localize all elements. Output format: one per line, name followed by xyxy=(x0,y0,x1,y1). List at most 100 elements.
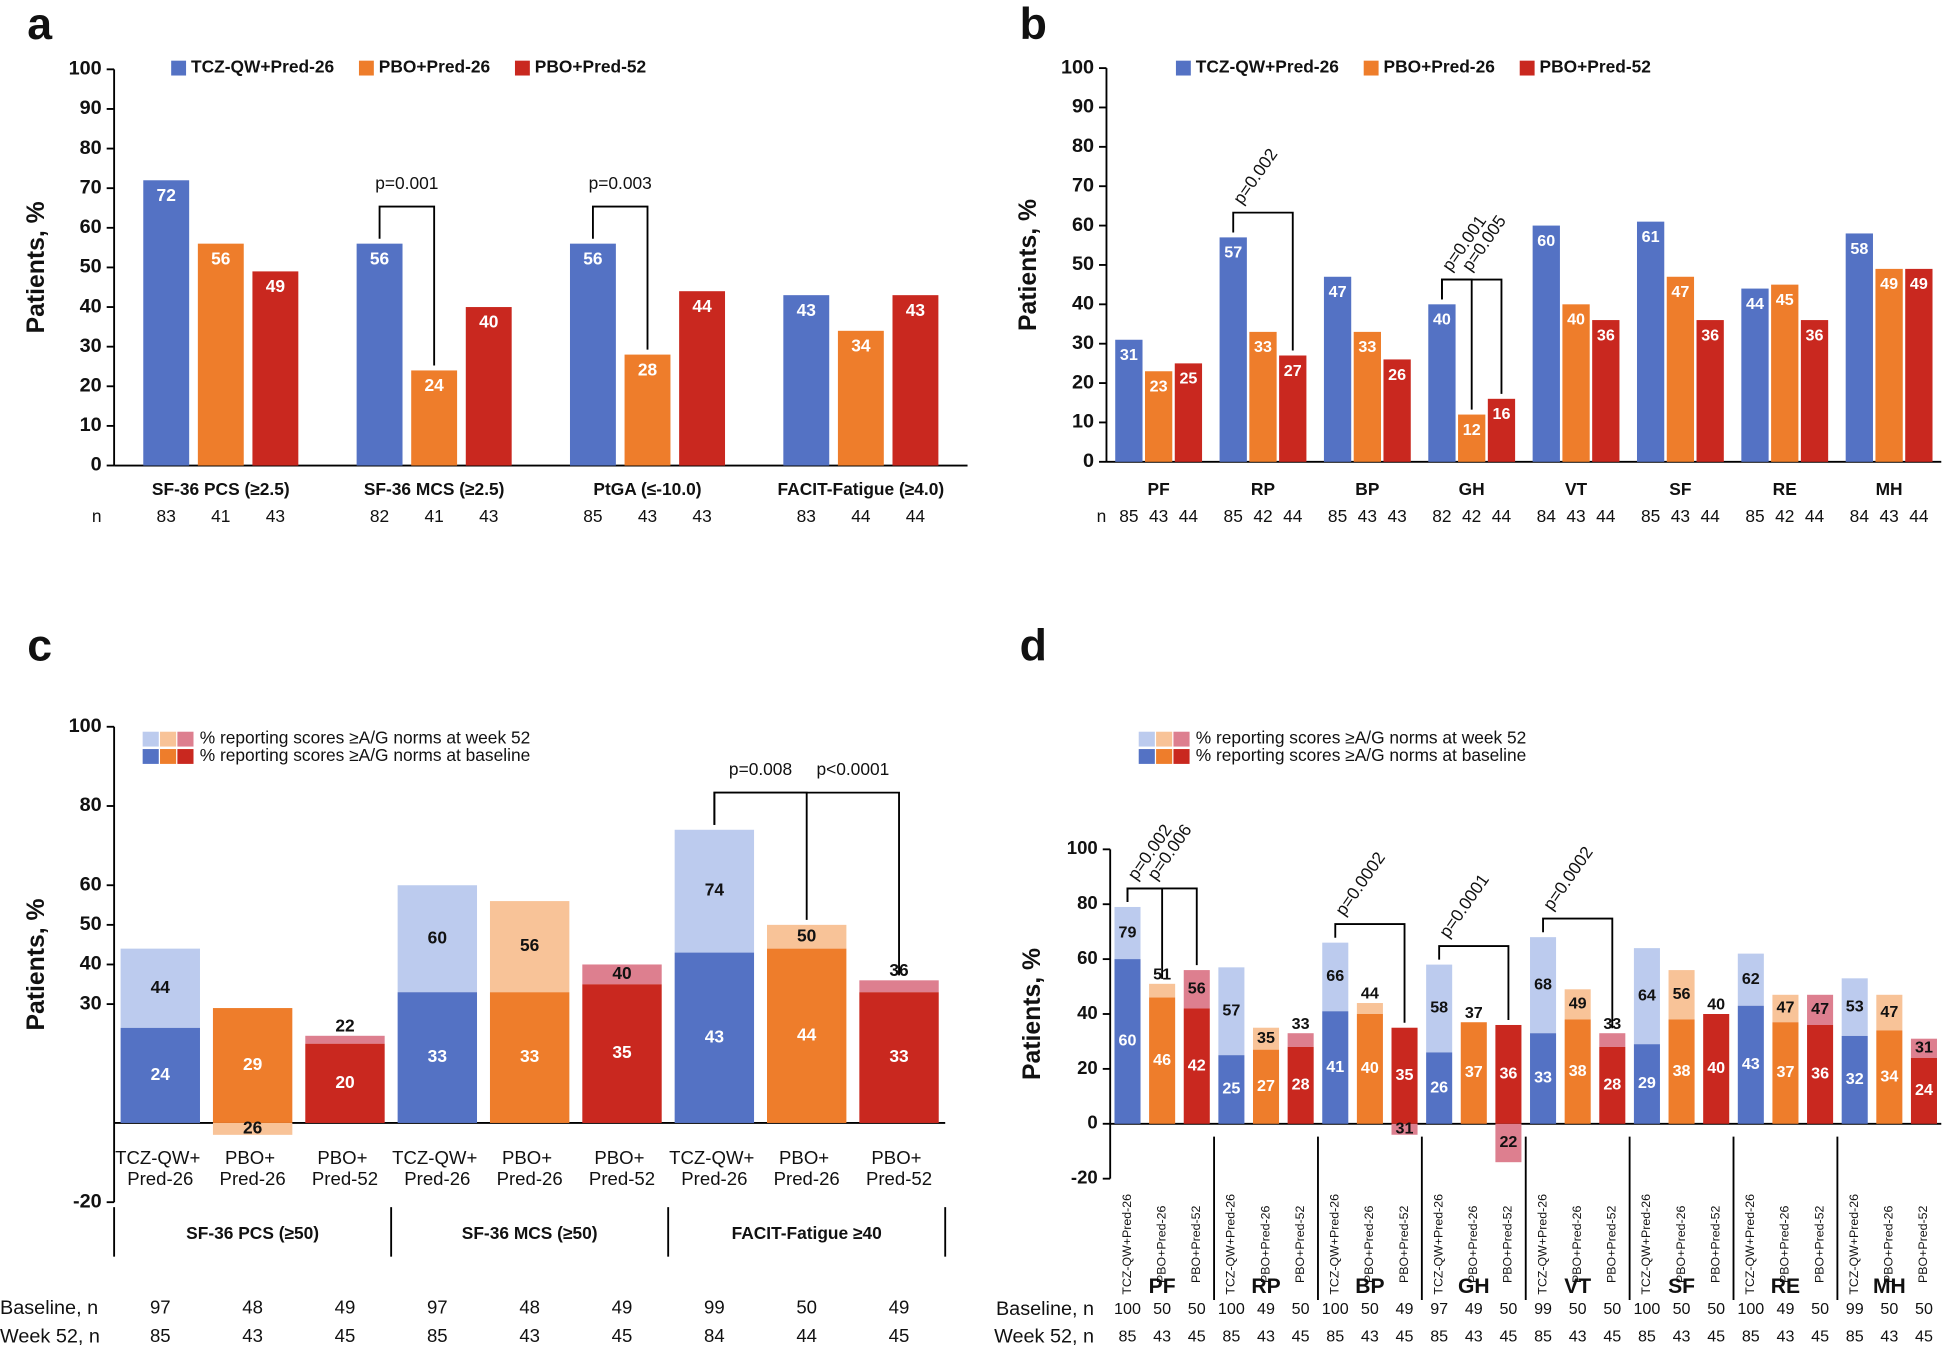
bar xyxy=(1636,221,1665,462)
week52-label: 22 xyxy=(1499,1133,1517,1151)
n-value: 43 xyxy=(1361,1327,1379,1345)
value-label: 56 xyxy=(370,248,390,268)
n-value: 97 xyxy=(427,1297,448,1318)
legend-swatch xyxy=(177,731,194,747)
value-label: 47 xyxy=(1671,283,1689,301)
legend-swatch xyxy=(1173,749,1190,764)
baseline-bar xyxy=(397,992,478,1123)
baseline-bar xyxy=(1703,1014,1730,1124)
value-label: 16 xyxy=(1492,405,1510,423)
p-bracket xyxy=(1440,278,1503,394)
baseline-label: 37 xyxy=(1465,1063,1483,1081)
n-value: 43 xyxy=(1671,506,1690,526)
p-bracket xyxy=(1542,917,1614,1029)
bar xyxy=(1741,288,1769,462)
y-tick-label: 100 xyxy=(69,58,102,80)
week52-bar xyxy=(1287,1033,1314,1047)
legend-swatch xyxy=(1519,60,1535,76)
baseline-label: 32 xyxy=(1846,1070,1864,1088)
week52-label: 74 xyxy=(705,880,725,900)
week52-bar xyxy=(305,1035,385,1044)
p-value: p=0.008 xyxy=(729,759,792,779)
arm-label: TCZ-QW+ Pred-26 xyxy=(392,1147,482,1189)
n-value: 49 xyxy=(1257,1300,1275,1318)
week52-bar xyxy=(1530,937,1557,1034)
n-value: 44 xyxy=(1909,506,1929,526)
bar xyxy=(1771,284,1799,462)
n-value: 42 xyxy=(1462,506,1481,526)
baseline-bar xyxy=(1218,1055,1245,1124)
arm-label: PBO+Pred-52 xyxy=(1605,1206,1619,1283)
week52-bar xyxy=(1876,994,1903,1031)
x-tick-label: FACIT-Fatigue (≥4.0) xyxy=(778,479,945,499)
legend-swatch xyxy=(1138,749,1155,764)
y-tick-label: 80 xyxy=(1077,892,1098,913)
bar xyxy=(783,295,830,466)
group-label: VT xyxy=(1564,1275,1591,1298)
week52-label: 64 xyxy=(1638,986,1656,1004)
n-value: 44 xyxy=(1805,506,1825,526)
n-value: 85 xyxy=(1534,1327,1552,1345)
week52-bar xyxy=(212,1122,293,1135)
week52-label: 49 xyxy=(1569,995,1587,1013)
week52-bar xyxy=(582,964,662,985)
baseline-bar xyxy=(1183,1008,1210,1124)
bar xyxy=(143,180,190,466)
y-tick-label: 80 xyxy=(80,794,102,816)
baseline-label: 38 xyxy=(1569,1062,1587,1080)
y-tick-label: 60 xyxy=(80,216,102,238)
n-value: 85 xyxy=(1430,1327,1448,1345)
y-tick-label: 40 xyxy=(1077,1002,1098,1023)
value-label: 33 xyxy=(1358,338,1376,356)
x-tick-label: RE xyxy=(1773,479,1797,499)
n-value: 43 xyxy=(1569,1327,1587,1345)
bar xyxy=(197,243,244,466)
legend-label: TCZ-QW+Pred-26 xyxy=(1196,57,1339,77)
legend-swatch xyxy=(1175,60,1191,76)
p-bracket xyxy=(591,205,649,350)
panel-letter: a xyxy=(27,0,53,49)
n-value: 45 xyxy=(1603,1327,1621,1345)
n-value: 44 xyxy=(906,506,926,526)
week52-bar xyxy=(1737,953,1764,1006)
n-value: 43 xyxy=(242,1325,263,1346)
week52-bar xyxy=(1218,967,1245,1056)
n-value: 97 xyxy=(1430,1300,1448,1318)
legend-swatch xyxy=(514,60,530,76)
y-tick-label: 30 xyxy=(1072,332,1094,354)
week52-bar xyxy=(1807,994,1834,1025)
week52-bar xyxy=(1772,994,1799,1023)
value-label: 27 xyxy=(1284,362,1302,380)
y-tick-label: 50 xyxy=(80,256,102,278)
arm-label: PBO+ Pred-26 xyxy=(220,1147,286,1189)
value-label: 60 xyxy=(1537,232,1555,250)
n-value: 43 xyxy=(1880,1327,1898,1345)
n-value: 49 xyxy=(1465,1300,1483,1318)
y-tick-label: 100 xyxy=(1061,56,1094,78)
legend-label: % reporting scores ≥A/G norms at week 52 xyxy=(1196,728,1527,748)
baseline-label: 29 xyxy=(243,1054,262,1074)
y-tick-label: 50 xyxy=(80,913,102,935)
n-value: 85 xyxy=(583,506,602,526)
bar xyxy=(892,295,939,466)
n-value: 85 xyxy=(1638,1327,1656,1345)
group-label: GH xyxy=(1458,1275,1490,1298)
week52-bar xyxy=(1322,942,1349,1012)
arm-label: PBO+ Pred-26 xyxy=(497,1147,563,1189)
value-label: 58 xyxy=(1850,240,1868,258)
bar xyxy=(569,243,616,466)
week52-label: 40 xyxy=(612,963,631,983)
group-label: MH xyxy=(1873,1275,1906,1298)
n-value: 45 xyxy=(1707,1327,1725,1345)
value-label: 23 xyxy=(1150,378,1168,396)
n-value: 50 xyxy=(1880,1300,1898,1318)
week52-label: 47 xyxy=(1811,1000,1829,1018)
baseline-bar xyxy=(582,984,662,1123)
week52-label: 56 xyxy=(1188,980,1206,998)
n-value: 85 xyxy=(150,1325,171,1346)
n-value: 43 xyxy=(1358,506,1377,526)
x-tick-label: MH xyxy=(1876,479,1903,499)
n-value: 85 xyxy=(1742,1327,1760,1345)
value-label: 49 xyxy=(1880,275,1898,293)
n-value: 85 xyxy=(427,1325,448,1346)
